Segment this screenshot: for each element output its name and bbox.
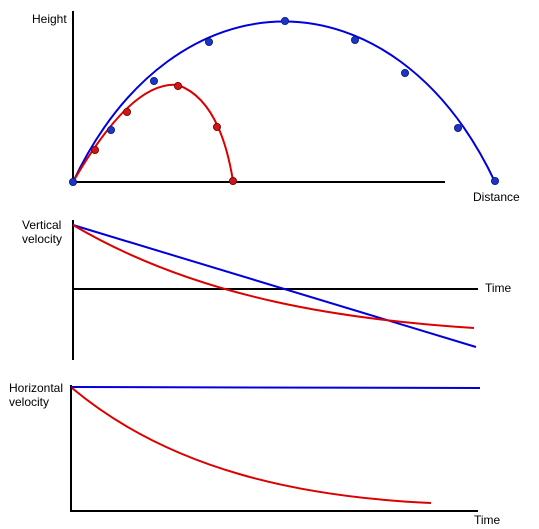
vertical-velocity-y-label-line1: Vertical [22, 218, 61, 232]
horizontal-velocity-panel: Horizontal velocity Time [9, 381, 501, 527]
vertical-velocity-time-label: Time [485, 281, 512, 295]
vertical-velocity-with-drag-curve [72, 224, 475, 329]
trajectory-x-label: Distance [473, 190, 520, 204]
with-drag-point [212, 123, 221, 132]
horizontal-velocity-time-label: Time [474, 513, 501, 527]
with-drag-point [173, 82, 182, 91]
vertical-velocity-y-label-line2: velocity [22, 232, 62, 246]
horizontal-velocity-y-label-line2: velocity [9, 395, 49, 409]
with-drag-point [228, 176, 237, 185]
trajectory-with-drag-points [91, 82, 237, 185]
no-drag-point [107, 126, 116, 135]
no-drag-point [204, 38, 213, 47]
no-drag-point [149, 77, 158, 86]
no-drag-point [453, 124, 462, 133]
horizontal-velocity-no-drag-line [70, 386, 481, 389]
trajectory-no-drag-points [69, 16, 499, 186]
with-drag-point [123, 108, 132, 117]
vertical-velocity-panel: Vertical velocity Time [22, 218, 512, 360]
horizontal-velocity-y-label-line1: Horizontal [9, 381, 63, 395]
no-drag-point [400, 69, 409, 78]
no-drag-point [69, 177, 78, 186]
no-drag-point [350, 36, 359, 45]
trajectory-panel: Height Distance [32, 11, 520, 204]
no-drag-point [490, 176, 499, 185]
no-drag-point [280, 16, 289, 25]
with-drag-point [91, 145, 100, 154]
trajectory-with-drag-curve [72, 83, 234, 183]
trajectory-y-label: Height [32, 12, 67, 26]
horizontal-velocity-with-drag-curve [71, 387, 432, 504]
trajectory-no-drag-curve [72, 20, 496, 183]
vertical-velocity-no-drag-line [72, 224, 477, 348]
